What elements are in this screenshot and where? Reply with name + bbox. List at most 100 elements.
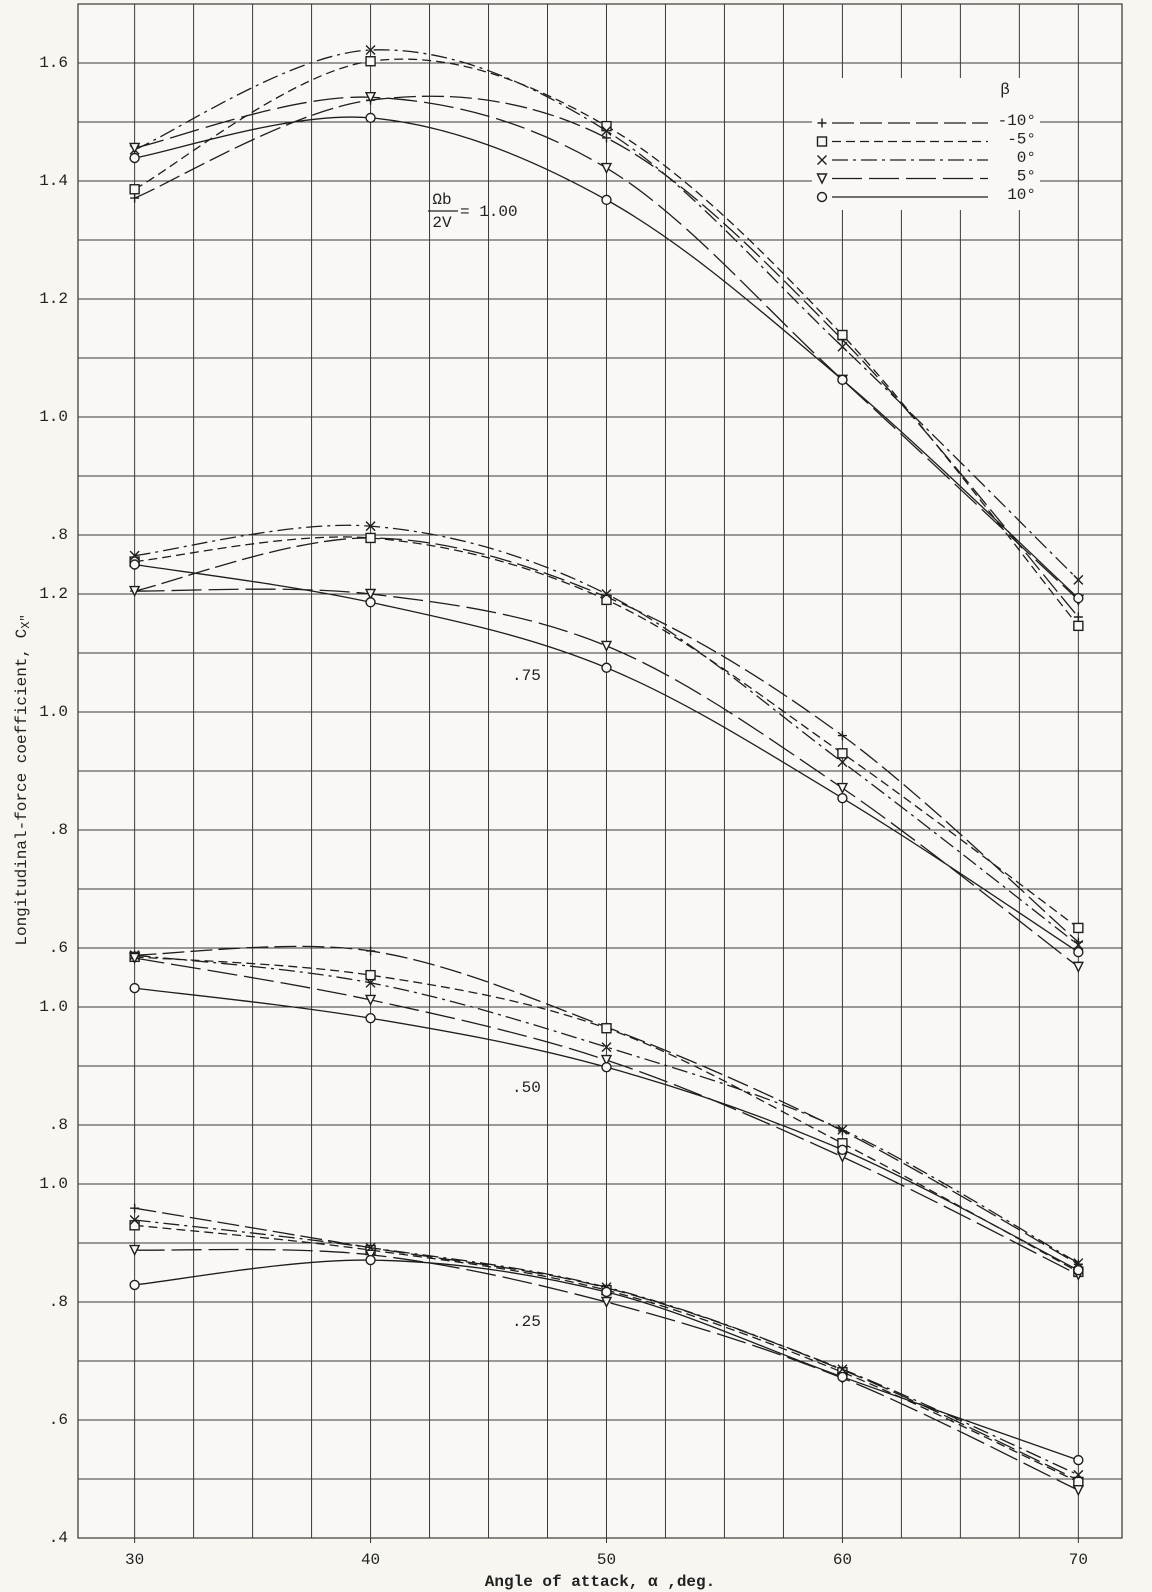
marker-triangle xyxy=(600,1296,613,1309)
marker-square xyxy=(365,532,376,544)
marker-circle xyxy=(129,152,140,164)
marker-square xyxy=(837,748,848,759)
y-tick-label: .8 xyxy=(49,821,68,839)
marker-triangle xyxy=(364,92,377,104)
y-tick-label: 1.6 xyxy=(39,54,68,72)
marker-circle xyxy=(129,1279,140,1291)
marker-triangle xyxy=(128,1244,141,1257)
marker-x xyxy=(837,757,848,768)
y-tick-label: 1.0 xyxy=(39,703,68,721)
marker-x xyxy=(601,125,612,136)
marker-square xyxy=(837,329,848,341)
marker-circle xyxy=(365,1254,376,1266)
x-tick-label: 40 xyxy=(361,1551,380,1569)
y-axis-label-subscript: X" xyxy=(19,614,33,628)
marker-triangle xyxy=(128,952,141,965)
marker-x xyxy=(601,1042,612,1053)
marker-circle xyxy=(601,1061,612,1073)
marker-square xyxy=(365,969,376,981)
y-axis-label-text: Longitudinal-force coefficient, C xyxy=(13,629,31,946)
marker-triangle xyxy=(600,640,613,652)
marker-x xyxy=(837,1124,848,1135)
x-tick-label: 30 xyxy=(125,1551,144,1569)
legend-label: 5° xyxy=(1017,168,1036,186)
marker-triangle xyxy=(1072,961,1084,973)
series-line xyxy=(134,58,1079,627)
marker-triangle xyxy=(128,142,141,155)
marker-circle xyxy=(837,374,848,386)
marker-circle xyxy=(365,1013,376,1024)
marker-circle xyxy=(129,559,140,570)
y-tick-label: .8 xyxy=(49,1293,68,1311)
marker-plus xyxy=(366,946,376,956)
legend-title: β xyxy=(1000,81,1010,99)
x-tick-label: 50 xyxy=(597,1551,616,1569)
legend-marker xyxy=(816,191,828,203)
marker-circle xyxy=(837,792,848,804)
series-line xyxy=(134,536,1079,929)
annotation: .75 xyxy=(512,667,541,685)
x-axis-label: Angle of attack, α ,deg. xyxy=(485,1573,715,1591)
marker-plus xyxy=(837,731,847,741)
marker-square xyxy=(365,56,376,67)
y-tick-label: .6 xyxy=(49,939,68,957)
y-tick-label: 1.0 xyxy=(39,1175,68,1193)
annotation: .25 xyxy=(512,1313,541,1331)
series-line xyxy=(134,1248,1079,1491)
legend-marker xyxy=(816,173,828,185)
marker-x xyxy=(365,521,376,532)
legend-label: 0° xyxy=(1017,149,1036,167)
marker-circle xyxy=(1073,946,1084,958)
marker-triangle xyxy=(364,1249,377,1261)
legend-label: -10° xyxy=(998,112,1036,130)
marker-circle xyxy=(1073,1454,1084,1466)
series-line xyxy=(134,954,1079,1264)
y-tick-label: .8 xyxy=(49,1116,68,1134)
series-line xyxy=(134,537,1079,943)
marker-circle xyxy=(601,662,612,673)
marker-triangle xyxy=(364,994,377,1006)
marker-circle xyxy=(365,112,376,124)
marker-plus xyxy=(130,193,140,203)
marker-triangle xyxy=(1072,1485,1084,1497)
y-tick-label: 1.0 xyxy=(39,408,68,426)
legend-marker xyxy=(817,155,827,165)
legend-box xyxy=(812,78,1040,210)
marker-x xyxy=(129,550,140,561)
series-line xyxy=(134,49,1079,581)
marker-x xyxy=(837,1364,848,1375)
legend-marker xyxy=(816,136,828,147)
annotation-numerator: Ωb xyxy=(432,191,451,209)
marker-circle xyxy=(837,1144,848,1155)
legend-label: 10° xyxy=(1007,186,1036,204)
x-tick-label: 60 xyxy=(833,1551,852,1569)
marker-square xyxy=(601,1023,612,1034)
series-line xyxy=(134,96,1079,601)
legend-label: -5° xyxy=(1007,131,1036,149)
marker-x xyxy=(129,1214,140,1225)
y-tick-label: 1.2 xyxy=(39,585,68,603)
marker-x xyxy=(837,341,848,352)
series-line xyxy=(134,588,1079,968)
marker-circle xyxy=(601,1286,612,1298)
marker-circle xyxy=(601,194,612,206)
marker-circle xyxy=(129,982,140,994)
marker-circle xyxy=(1073,592,1084,604)
y-tick-label: .8 xyxy=(49,526,68,544)
y-axis-label: Longitudinal-force coefficient, CX" xyxy=(13,614,33,945)
marker-plus xyxy=(130,1203,140,1213)
marker-triangle xyxy=(836,782,849,795)
marker-triangle xyxy=(364,588,377,601)
marker-x xyxy=(1073,1469,1084,1480)
x-tick-label: 70 xyxy=(1069,1551,1088,1569)
marker-circle xyxy=(365,597,376,608)
y-tick-label: 1.2 xyxy=(39,290,68,308)
marker-circle xyxy=(837,1371,848,1383)
y-tick-label: 1.4 xyxy=(39,172,68,190)
marker-plus xyxy=(1073,612,1083,622)
y-tick-label: .6 xyxy=(49,1411,68,1429)
marker-plus xyxy=(601,133,611,143)
annotation-denominator: 2V xyxy=(432,214,452,232)
marker-triangle xyxy=(128,585,141,598)
